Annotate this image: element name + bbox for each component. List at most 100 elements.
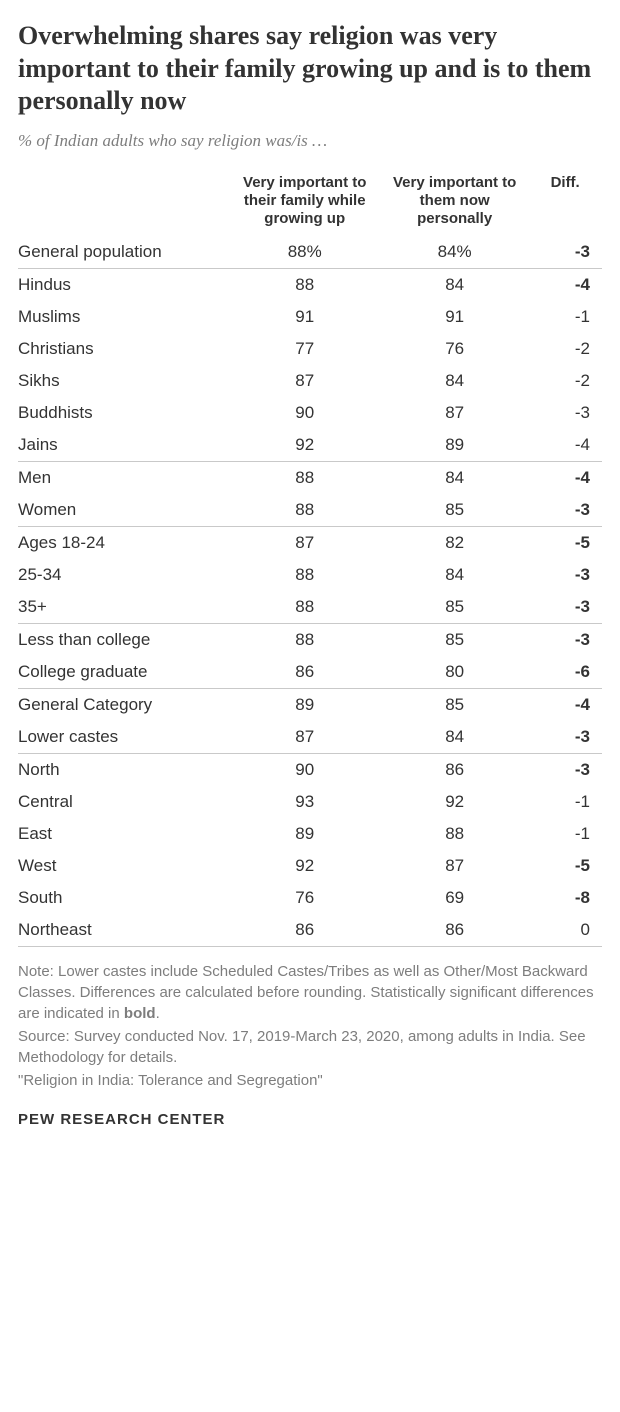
row-diff: -3	[528, 721, 602, 754]
row-value-1: 88	[228, 623, 381, 656]
row-value-1: 77	[228, 333, 381, 365]
data-table: Very important to their family while gro…	[18, 170, 602, 947]
row-value-1: 76	[228, 882, 381, 914]
row-value-1: 90	[228, 397, 381, 429]
row-diff: -3	[528, 753, 602, 786]
row-diff: 0	[528, 914, 602, 947]
row-diff: -3	[528, 494, 602, 527]
row-value-2: 84	[381, 721, 528, 754]
note-post: .	[156, 1005, 160, 1022]
table-row: Buddhists9087-3	[18, 397, 602, 429]
row-value-2: 86	[381, 753, 528, 786]
row-value-1: 92	[228, 429, 381, 462]
row-diff: -3	[528, 559, 602, 591]
row-diff: -8	[528, 882, 602, 914]
row-diff: -4	[528, 429, 602, 462]
row-label: Ages 18-24	[18, 526, 228, 559]
row-value-2: 89	[381, 429, 528, 462]
row-value-1: 92	[228, 850, 381, 882]
row-value-1: 88	[228, 494, 381, 527]
table-row: 25-348884-3	[18, 559, 602, 591]
table-row: Men8884-4	[18, 461, 602, 494]
table-row: Sikhs8784-2	[18, 365, 602, 397]
row-label: Buddhists	[18, 397, 228, 429]
table-row: Jains9289-4	[18, 429, 602, 462]
table-row: Central9392-1	[18, 786, 602, 818]
row-value-2: 82	[381, 526, 528, 559]
row-diff: -3	[528, 591, 602, 624]
row-value-2: 80	[381, 656, 528, 689]
row-value-2: 84	[381, 268, 528, 301]
chart-subtitle: % of Indian adults who say religion was/…	[18, 130, 602, 152]
row-label: General population	[18, 236, 228, 269]
row-diff: -6	[528, 656, 602, 689]
row-label: Muslims	[18, 301, 228, 333]
row-label: Men	[18, 461, 228, 494]
row-value-1: 87	[228, 721, 381, 754]
row-diff: -5	[528, 850, 602, 882]
note-text: Note: Lower castes include Scheduled Cas…	[18, 961, 602, 1024]
row-diff: -4	[528, 268, 602, 301]
row-label: Jains	[18, 429, 228, 462]
row-label: Christians	[18, 333, 228, 365]
row-value-2: 84	[381, 365, 528, 397]
report-text: "Religion in India: Tolerance and Segreg…	[18, 1070, 602, 1091]
row-label: General Category	[18, 688, 228, 721]
footer-text: PEW RESEARCH CENTER	[18, 1111, 602, 1128]
row-value-1: 88%	[228, 236, 381, 269]
row-value-2: 84%	[381, 236, 528, 269]
row-label: Central	[18, 786, 228, 818]
row-value-1: 88	[228, 461, 381, 494]
table-row: College graduate8680-6	[18, 656, 602, 689]
row-value-2: 84	[381, 559, 528, 591]
table-row: Women8885-3	[18, 494, 602, 527]
row-diff: -3	[528, 623, 602, 656]
row-diff: -1	[528, 818, 602, 850]
table-row: Christians7776-2	[18, 333, 602, 365]
row-label: Women	[18, 494, 228, 527]
row-value-1: 88	[228, 591, 381, 624]
row-value-1: 87	[228, 526, 381, 559]
table-row: Northeast86860	[18, 914, 602, 947]
row-value-2: 86	[381, 914, 528, 947]
table-row: Ages 18-248782-5	[18, 526, 602, 559]
source-text: Source: Survey conducted Nov. 17, 2019-M…	[18, 1026, 602, 1068]
row-diff: -1	[528, 301, 602, 333]
row-value-1: 93	[228, 786, 381, 818]
row-value-1: 87	[228, 365, 381, 397]
table-row: General Category8985-4	[18, 688, 602, 721]
row-label: West	[18, 850, 228, 882]
row-value-2: 85	[381, 591, 528, 624]
header-col3: Diff.	[528, 170, 602, 236]
note-bold: bold	[124, 1005, 156, 1022]
row-label: Sikhs	[18, 365, 228, 397]
note-pre: Note: Lower castes include Scheduled Cas…	[18, 963, 594, 1022]
row-diff: -5	[528, 526, 602, 559]
row-label: East	[18, 818, 228, 850]
row-value-1: 88	[228, 268, 381, 301]
table-row: Less than college8885-3	[18, 623, 602, 656]
row-value-1: 89	[228, 688, 381, 721]
row-label: 25-34	[18, 559, 228, 591]
table-row: Lower castes8784-3	[18, 721, 602, 754]
row-diff: -1	[528, 786, 602, 818]
row-value-2: 85	[381, 623, 528, 656]
row-value-1: 91	[228, 301, 381, 333]
table-row: West9287-5	[18, 850, 602, 882]
row-value-2: 85	[381, 688, 528, 721]
table-row: East8988-1	[18, 818, 602, 850]
row-label: College graduate	[18, 656, 228, 689]
row-label: Less than college	[18, 623, 228, 656]
header-col1: Very important to their family while gro…	[228, 170, 381, 236]
row-value-2: 91	[381, 301, 528, 333]
chart-title: Overwhelming shares say religion was ver…	[18, 20, 602, 118]
row-label: South	[18, 882, 228, 914]
table-row: North9086-3	[18, 753, 602, 786]
row-label: 35+	[18, 591, 228, 624]
row-value-1: 86	[228, 656, 381, 689]
row-value-2: 84	[381, 461, 528, 494]
row-label: Hindus	[18, 268, 228, 301]
row-value-1: 90	[228, 753, 381, 786]
row-diff: -4	[528, 688, 602, 721]
row-value-2: 87	[381, 850, 528, 882]
